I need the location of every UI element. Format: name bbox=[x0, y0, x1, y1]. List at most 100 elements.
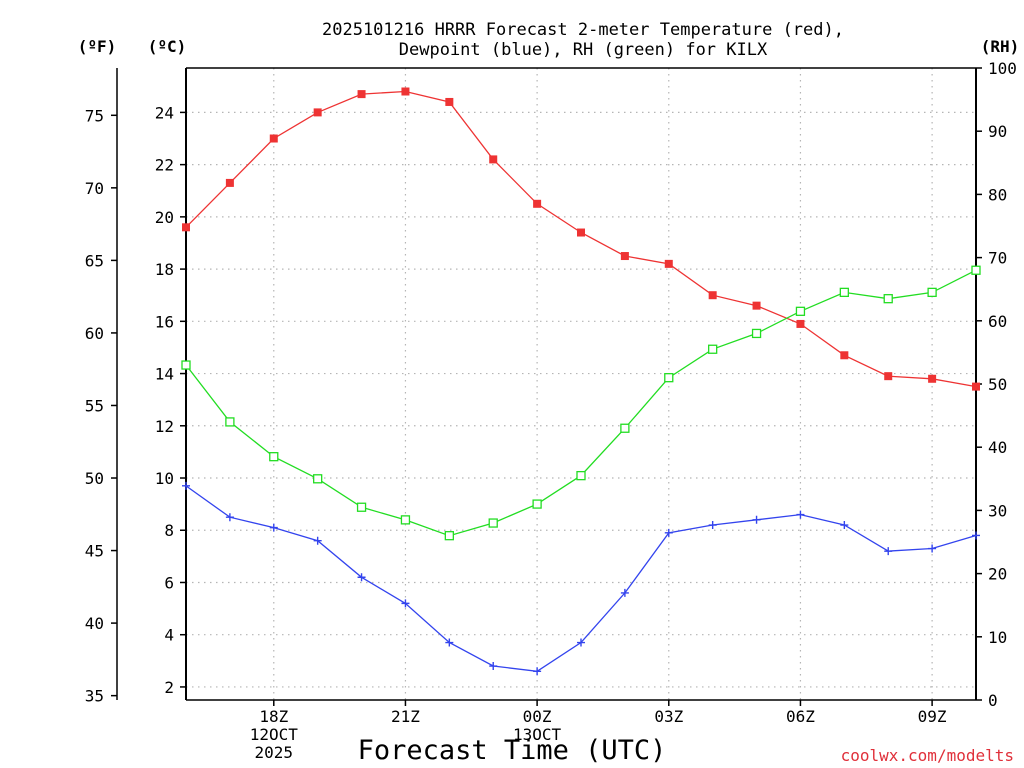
dewpoint-point bbox=[225, 513, 234, 522]
dewpoint-point bbox=[445, 638, 454, 647]
rh-tick-label: 60 bbox=[988, 312, 1007, 331]
temperature-point bbox=[445, 97, 454, 106]
celsius-tick-label: 22 bbox=[155, 156, 174, 175]
temperature-point bbox=[401, 87, 410, 96]
dewpoint-series bbox=[182, 481, 980, 676]
rh-point bbox=[488, 518, 498, 528]
dewpoint-point bbox=[577, 638, 585, 647]
time-tick-label: 21Z bbox=[391, 707, 420, 726]
dewpoint-point bbox=[620, 588, 629, 597]
rh-point bbox=[400, 515, 411, 525]
rh-tick-label: 80 bbox=[988, 185, 1007, 204]
time-tick-label: 06Z bbox=[786, 707, 815, 726]
celsius-tick-label: 24 bbox=[155, 103, 174, 122]
rh-point bbox=[576, 470, 586, 481]
time-tick-label: 2025 bbox=[255, 743, 294, 762]
rh-tick-label: 0 bbox=[988, 691, 998, 710]
rh-tick-label: 20 bbox=[988, 565, 1007, 584]
temperature-point bbox=[620, 252, 629, 261]
dewpoint-point bbox=[884, 547, 893, 556]
time-tick-label: 03Z bbox=[654, 707, 683, 726]
fahrenheit-tick-label: 60 bbox=[85, 324, 104, 343]
chart-title-line-2: Dewpoint (blue), RH (green) for KILX bbox=[399, 40, 768, 60]
credit-text: coolwx.com/modelts bbox=[841, 746, 1014, 765]
rh-point bbox=[751, 328, 762, 339]
temperature-point bbox=[533, 199, 542, 208]
plot-frame bbox=[116, 67, 977, 701]
temperature-point bbox=[225, 178, 234, 187]
celsius-tick-label: 6 bbox=[164, 573, 174, 592]
fahrenheit-tick-label: 75 bbox=[85, 106, 104, 125]
rh-point bbox=[444, 531, 454, 541]
temperature-line bbox=[185, 90, 977, 388]
time-tick-label: 12OCT bbox=[250, 725, 299, 744]
temperature-point bbox=[313, 108, 322, 117]
dewpoint-point bbox=[840, 521, 849, 530]
dewpoint-point bbox=[401, 599, 410, 608]
rh-series bbox=[181, 265, 981, 541]
rh-point bbox=[181, 360, 191, 370]
temperature-point bbox=[269, 134, 278, 143]
rh-point bbox=[225, 417, 235, 427]
dewpoint-point bbox=[489, 662, 498, 671]
celsius-tick-label: 14 bbox=[155, 365, 174, 384]
celsius-tick-label: 2 bbox=[164, 678, 174, 697]
rh-line bbox=[185, 269, 977, 537]
temperature-point bbox=[182, 223, 190, 232]
temperature-point bbox=[972, 382, 980, 391]
rh-point bbox=[927, 287, 937, 298]
rh-tick-label: 40 bbox=[988, 438, 1007, 457]
x-axis-title: Forecast Time (UTC) bbox=[358, 735, 667, 766]
rh-tick-label: 90 bbox=[988, 122, 1007, 141]
dewpoint-point bbox=[972, 531, 980, 540]
celsius-unit-label: (ºC) bbox=[148, 37, 187, 56]
time-tick-label: 00Z bbox=[523, 707, 552, 726]
dewpoint-point bbox=[752, 515, 761, 524]
rh-tick-label: 30 bbox=[988, 501, 1007, 520]
dewpoint-point bbox=[269, 523, 278, 532]
rh-point bbox=[664, 373, 674, 383]
temperature-point bbox=[840, 351, 849, 360]
temperature-point bbox=[752, 301, 761, 310]
temperature-point bbox=[577, 228, 585, 237]
rh-tick-label: 50 bbox=[988, 375, 1007, 394]
fahrenheit-tick-label: 40 bbox=[85, 614, 104, 633]
dewpoint-point bbox=[928, 544, 937, 553]
fahrenheit-axis-ticks: 35 40 45 50 55 60 65 70 75 bbox=[85, 106, 117, 706]
rh-point bbox=[532, 499, 542, 509]
dewpoint-point bbox=[796, 510, 805, 519]
rh-axis-ticks: 0 10 20 30 40 50 60 70 80 90 100 bbox=[976, 59, 1017, 710]
fahrenheit-tick-label: 35 bbox=[85, 687, 104, 706]
rh-point bbox=[795, 306, 806, 316]
temperature-series bbox=[182, 87, 980, 391]
fahrenheit-tick-label: 45 bbox=[85, 542, 104, 561]
fahrenheit-tick-label: 70 bbox=[85, 179, 104, 198]
time-tick-label: 13OCT bbox=[513, 725, 562, 744]
dewpoint-point bbox=[708, 521, 717, 530]
grid-lines bbox=[186, 68, 976, 700]
temperature-point bbox=[796, 319, 805, 328]
celsius-tick-label: 8 bbox=[164, 521, 174, 540]
rh-point bbox=[839, 287, 849, 298]
temperature-point bbox=[664, 259, 673, 268]
rh-point bbox=[269, 452, 279, 462]
dewpoint-point bbox=[533, 667, 542, 676]
dewpoint-point bbox=[357, 573, 366, 582]
temperature-point bbox=[928, 374, 937, 383]
fahrenheit-tick-label: 55 bbox=[85, 396, 104, 415]
rh-tick-label: 10 bbox=[988, 628, 1007, 647]
data-series bbox=[181, 87, 981, 676]
rh-point bbox=[620, 423, 630, 433]
rh-point bbox=[971, 265, 981, 275]
time-tick-label: 18Z bbox=[259, 707, 288, 726]
celsius-tick-label: 18 bbox=[155, 260, 174, 279]
chart-title-line-1: 2025101216 HRRR Forecast 2-meter Tempera… bbox=[322, 20, 844, 40]
temperature-point bbox=[357, 90, 366, 99]
fahrenheit-unit-label: (ºF) bbox=[78, 37, 117, 56]
celsius-tick-label: 4 bbox=[164, 626, 174, 645]
rh-point bbox=[708, 344, 718, 354]
dewpoint-point bbox=[313, 536, 322, 545]
